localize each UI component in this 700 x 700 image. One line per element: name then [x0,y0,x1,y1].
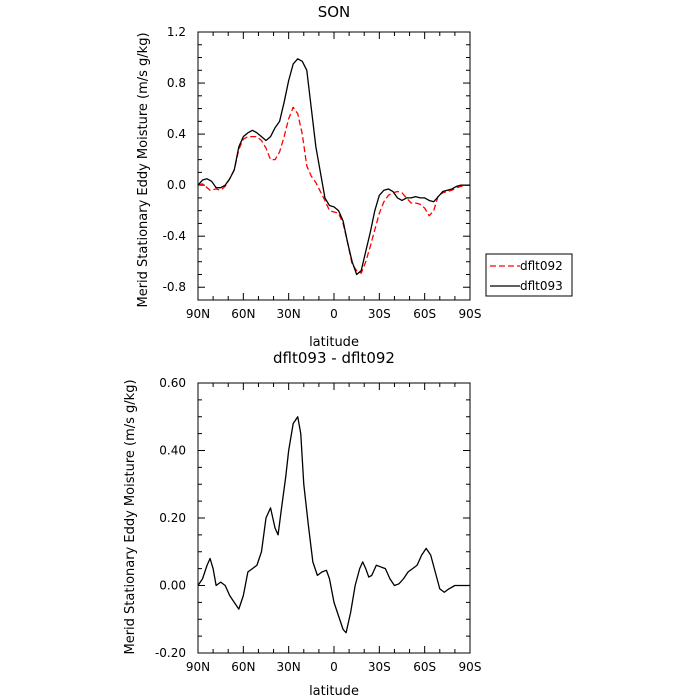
top-panel-frame [197,31,471,301]
top-panel-ylabel: Merid Stationary Eddy Moisture (m/s g/kg… [136,32,151,307]
top-panel: SON Merid Stationary Eddy Moisture (m/s … [136,3,573,350]
x-tick-label: 30S [368,660,391,674]
y-tick-label: 0.00 [159,579,186,593]
y-tick-label: -0.8 [163,280,186,294]
x-tick-label: 90S [459,660,482,674]
y-tick-label: -0.4 [163,229,186,243]
x-tick-label: 0 [330,307,338,321]
y-tick-label: 0.20 [159,511,186,525]
bottom-panel-series [197,416,470,634]
x-tick-label: 60S [413,307,436,321]
x-tick-label: 60N [231,307,255,321]
bottom-panel-ticks [197,382,471,654]
legend-label-dflt092: dflt092 [520,259,563,273]
top-panel-tick-labels: 90N 60N 30N 0 30S 60S 90S 1.2 0.8 0.4 0.0 -0.4 -0.8 [163,25,482,321]
y-tick-label: 0.40 [159,444,186,458]
x-tick-label: 90S [459,307,482,321]
x-tick-label: 0 [330,660,338,674]
x-tick-label: 30S [368,307,391,321]
y-tick-label: 0.0 [167,178,186,192]
series-line-panel1-0 [197,416,470,634]
bottom-panel-xlabel: latitude [309,684,359,699]
top-panel-xlabel: latitude [309,335,359,350]
y-tick-label: 0.60 [159,376,186,390]
bottom-panel-tick-labels: 90N 60N 30N 0 30S 60S 90S 0.60 0.40 0.20 0.00 -0.20 [155,376,482,674]
bottom-panel: dflt093 - dflt092 Merid Stationary Eddy … [123,349,481,699]
y-tick-label: -0.20 [155,646,186,660]
bottom-panel-title: dflt093 - dflt092 [273,349,395,367]
legend-box [485,253,573,297]
y-tick-label: 0.8 [167,76,186,90]
x-tick-label: 30N [277,660,301,674]
top-panel-ticks [197,31,471,301]
series-line-dflt093 [197,58,470,276]
x-tick-label: 30N [277,307,301,321]
y-tick-label: 1.2 [167,25,186,39]
x-tick-label: 60N [231,660,255,674]
x-tick-label: 90N [186,660,210,674]
legend: dflt092 dflt093 [485,253,573,297]
top-panel-series [197,58,470,276]
x-tick-label: 60S [413,660,436,674]
bottom-panel-ylabel: Merid Stationary Eddy Moisture (m/s g/kg… [123,379,138,654]
series-line-dflt092 [197,106,470,274]
bottom-panel-frame [197,382,471,654]
legend-label-dflt093: dflt093 [520,279,563,293]
x-tick-label: 90N [186,307,210,321]
y-tick-label: 0.4 [167,127,186,141]
top-panel-title: SON [318,3,351,21]
